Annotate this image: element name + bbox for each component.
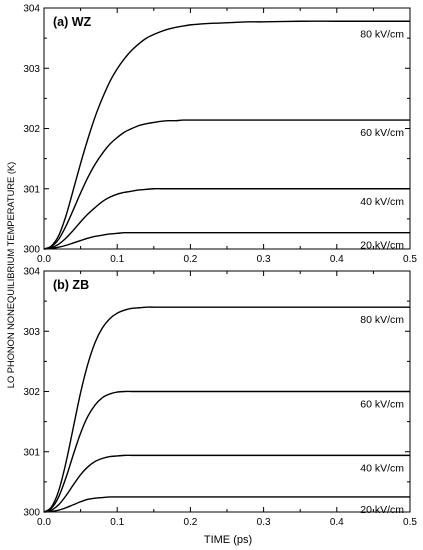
series-line-3 bbox=[43, 496, 410, 513]
x-tick-label: 0.3 bbox=[257, 254, 271, 265]
panel-label: (b) ZB bbox=[53, 278, 89, 292]
panel-zb: 0.0 0.1 0.2 0.3 0.4 0.5 300 301 302 303 304 (b) ZB 8… bbox=[23, 267, 417, 529]
x-tick-label: 0.0 bbox=[37, 254, 51, 265]
series-line-0 bbox=[43, 306, 410, 513]
series-label: 80 kV/cm bbox=[360, 314, 404, 326]
series-line-1 bbox=[43, 119, 410, 250]
series-label: 40 kV/cm bbox=[360, 462, 404, 474]
y-tick-label: 301 bbox=[23, 184, 40, 195]
x-tick-label: 0.1 bbox=[110, 517, 124, 528]
panel-wz: 0.0 0.1 0.2 0.3 0.4 0.5 300 301 302 303 304 (a) WZ 8… bbox=[23, 4, 417, 266]
y-tick-label: 303 bbox=[23, 64, 40, 75]
series-line-2 bbox=[43, 454, 410, 513]
x-tick-label: 0.3 bbox=[257, 517, 271, 528]
x-tick-label: 0.5 bbox=[403, 517, 417, 528]
panel-label: (a) WZ bbox=[53, 15, 92, 29]
y-tick-label: 301 bbox=[23, 447, 40, 458]
plot-frame bbox=[43, 7, 411, 250]
x-tick-label: 0.5 bbox=[403, 254, 417, 265]
series-label: 20 kV/cm bbox=[360, 240, 404, 252]
series-label: 60 kV/cm bbox=[360, 399, 404, 411]
x-tick-label: 0.1 bbox=[110, 254, 124, 265]
y-tick-label: 300 bbox=[23, 245, 40, 256]
series-label: 40 kV/cm bbox=[360, 196, 404, 208]
series-line-2 bbox=[43, 188, 410, 250]
x-tick-label: 0.2 bbox=[183, 517, 197, 528]
x-tick-label: 0.4 bbox=[330, 254, 344, 265]
series-line-1 bbox=[43, 390, 410, 513]
series-line-3 bbox=[43, 231, 410, 250]
x-axis-title: TIME (ps) bbox=[204, 534, 252, 546]
y-tick-label: 300 bbox=[23, 508, 40, 519]
x-tick-label: 0.4 bbox=[330, 517, 344, 528]
x-tick-label: 0.0 bbox=[37, 517, 51, 528]
y-tick-label: 303 bbox=[23, 327, 40, 338]
series-label: 80 kV/cm bbox=[360, 28, 404, 40]
y-tick-label: 302 bbox=[23, 387, 40, 398]
y-axis-title: LO PHONON NONEQUILIBRIUM TEMPERATURE (K) bbox=[6, 162, 16, 388]
y-tick-label: 304 bbox=[23, 4, 40, 15]
y-tick-label: 302 bbox=[23, 124, 40, 135]
y-tick-label: 304 bbox=[23, 267, 40, 278]
series-label: 60 kV/cm bbox=[360, 127, 404, 139]
series-label: 20 kV/cm bbox=[360, 504, 404, 516]
series-line-0 bbox=[43, 20, 410, 250]
x-tick-label: 0.2 bbox=[183, 254, 197, 265]
